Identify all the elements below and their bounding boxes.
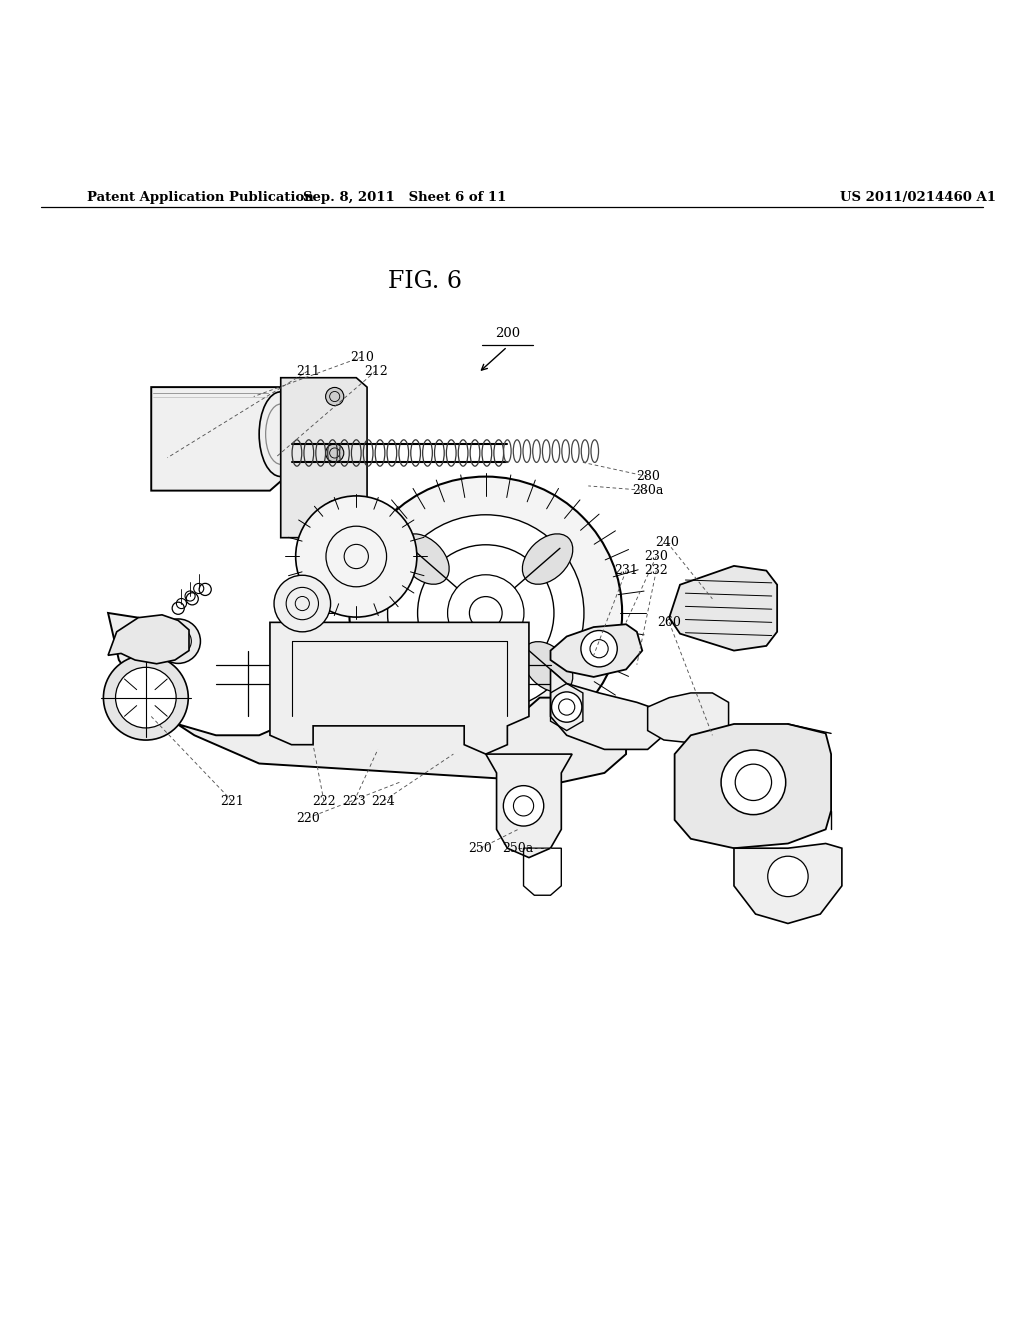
Polygon shape <box>675 723 831 849</box>
Text: 220: 220 <box>296 812 319 825</box>
Polygon shape <box>270 622 529 754</box>
Text: 250: 250 <box>469 842 493 854</box>
Circle shape <box>326 444 344 462</box>
Circle shape <box>581 631 617 667</box>
Circle shape <box>103 655 188 741</box>
Text: 231: 231 <box>614 564 638 577</box>
Polygon shape <box>109 612 626 783</box>
Text: 280: 280 <box>636 470 659 483</box>
Polygon shape <box>551 624 642 677</box>
Ellipse shape <box>522 533 572 585</box>
Circle shape <box>326 500 344 519</box>
Circle shape <box>156 619 201 664</box>
Polygon shape <box>670 566 777 651</box>
Circle shape <box>504 785 544 826</box>
Circle shape <box>552 692 582 722</box>
Text: 223: 223 <box>342 795 366 808</box>
Circle shape <box>274 576 331 632</box>
Circle shape <box>418 545 554 681</box>
Ellipse shape <box>522 642 572 692</box>
Text: 224: 224 <box>372 795 395 808</box>
Text: Sep. 8, 2011   Sheet 6 of 11: Sep. 8, 2011 Sheet 6 of 11 <box>303 191 506 205</box>
Polygon shape <box>109 615 189 664</box>
Text: 200: 200 <box>495 327 520 341</box>
Text: US 2011/0214460 A1: US 2011/0214460 A1 <box>840 191 995 205</box>
Text: 250a: 250a <box>503 842 534 854</box>
Text: FIG. 6: FIG. 6 <box>388 269 462 293</box>
Circle shape <box>447 574 524 651</box>
Polygon shape <box>152 387 292 491</box>
Text: 221: 221 <box>220 795 244 808</box>
Text: 230: 230 <box>644 550 669 564</box>
Circle shape <box>326 388 344 405</box>
Ellipse shape <box>398 533 450 585</box>
Ellipse shape <box>398 642 450 692</box>
Text: 210: 210 <box>350 351 374 363</box>
Circle shape <box>296 496 417 616</box>
Text: 280a: 280a <box>632 484 664 498</box>
Text: 240: 240 <box>655 536 679 549</box>
Circle shape <box>768 857 808 896</box>
Polygon shape <box>281 378 367 537</box>
Text: 260: 260 <box>657 616 681 628</box>
Circle shape <box>721 750 785 814</box>
Text: Patent Application Publication: Patent Application Publication <box>87 191 313 205</box>
Text: 232: 232 <box>644 564 668 577</box>
Text: 212: 212 <box>364 364 387 378</box>
Polygon shape <box>647 693 729 743</box>
Polygon shape <box>734 843 842 924</box>
Text: 211: 211 <box>296 364 319 378</box>
Circle shape <box>116 668 176 727</box>
Circle shape <box>388 515 584 711</box>
Circle shape <box>349 477 623 750</box>
Polygon shape <box>485 754 572 858</box>
Text: 222: 222 <box>312 795 336 808</box>
Polygon shape <box>551 669 664 750</box>
